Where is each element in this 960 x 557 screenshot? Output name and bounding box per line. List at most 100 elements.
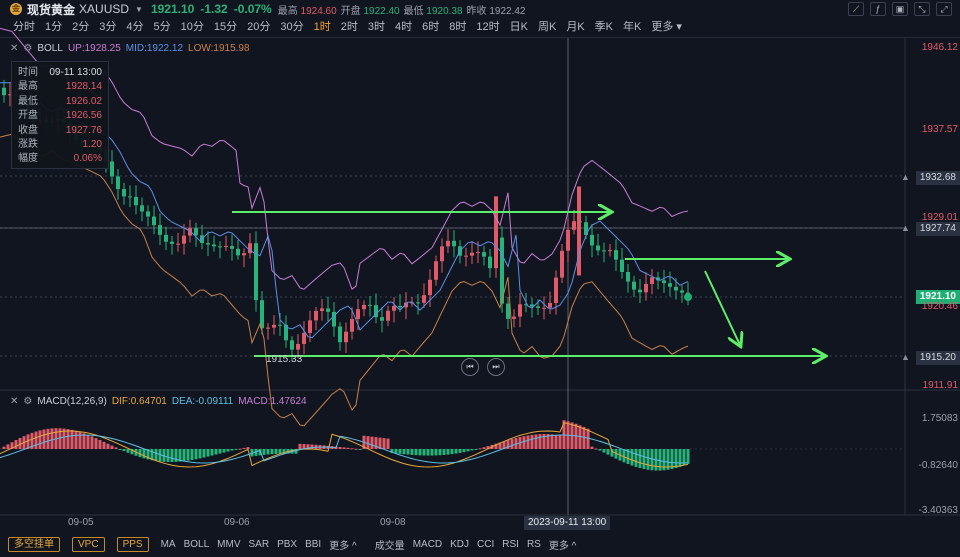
boll-legend: ✕ ⚙ BOLL UP:1928.25 MID:1922.12 LOW:1915…	[10, 41, 250, 55]
sub-indicator-button[interactable]: RS	[526, 538, 541, 550]
symbol-dropdown-icon[interactable]: ▼	[135, 4, 143, 14]
price-chart[interactable]	[0, 0, 960, 517]
sub-indicator-button[interactable]: 成交量	[374, 540, 405, 552]
scroll-start-button[interactable]: ⏮	[461, 358, 479, 376]
candle-body	[182, 235, 186, 244]
period-tab[interactable]: 4时	[395, 21, 413, 33]
macd-axis-2: -0.82640	[918, 460, 958, 471]
axis-price-1: 1946.12	[921, 42, 958, 53]
macd-histogram-bar	[414, 449, 418, 456]
period-tab[interactable]: 更多 ▾	[651, 21, 682, 33]
toolbar-pill-button[interactable]: PPS	[116, 536, 149, 552]
main-indicator-button[interactable]: PBX	[277, 538, 298, 550]
period-tab[interactable]: 30分	[280, 21, 304, 33]
period-tab[interactable]: 年K	[623, 21, 642, 33]
candle-body	[464, 255, 468, 257]
main-indicator-button[interactable]: MMV	[217, 538, 241, 550]
main-indicator-button[interactable]: BBI	[305, 538, 322, 550]
boll-settings-icon[interactable]: ⚙	[23, 42, 33, 54]
macd-histogram-bar	[370, 436, 374, 449]
period-tab[interactable]: 5分	[153, 21, 171, 33]
candle-body	[110, 161, 114, 177]
candle-body	[344, 331, 348, 343]
macd-histogram-bar	[638, 449, 642, 469]
period-tab[interactable]: 分时	[13, 21, 35, 33]
sub-indicator-button[interactable]: KDJ	[450, 538, 470, 550]
macd-histogram-bar	[578, 425, 582, 449]
scroll-end-button[interactable]: ⏭	[487, 358, 505, 376]
period-tab[interactable]: 周K	[537, 21, 557, 33]
main-indicator-button[interactable]: MA	[160, 538, 176, 550]
macd-histogram-bar	[530, 434, 534, 449]
candle-body	[500, 237, 504, 304]
candle-body	[284, 324, 288, 341]
main-indicator-button[interactable]: BOLL	[183, 538, 210, 550]
info-key: 收盘	[18, 124, 38, 136]
candle-body	[566, 229, 570, 251]
period-tab[interactable]: 8时	[449, 21, 467, 33]
macd-histogram-bar	[630, 449, 634, 466]
alert-bell-icon[interactable]: ▲	[901, 172, 910, 182]
macd-histogram-bar	[306, 444, 310, 449]
period-tab[interactable]: 3分	[99, 21, 117, 33]
sub-indicator-button[interactable]: RSI	[502, 538, 519, 550]
period-tab[interactable]: 2时	[340, 21, 358, 33]
macd-histogram-bar	[110, 445, 114, 449]
fullscreen-icon[interactable]: ⤢	[936, 2, 952, 16]
macd-histogram-bar	[546, 434, 550, 449]
candle-body	[176, 243, 180, 245]
period-tab[interactable]: 日K	[509, 21, 528, 33]
settings-icon[interactable]: ▣	[892, 2, 908, 16]
period-tab[interactable]: 3时	[367, 21, 385, 33]
macd-histogram-bar	[218, 449, 222, 454]
macd-histogram-bar	[146, 449, 150, 460]
candle-body	[332, 311, 336, 327]
sub-indicator-button[interactable]: CCI	[477, 538, 495, 550]
period-tab[interactable]: 4分	[126, 21, 144, 33]
alert-bell-icon[interactable]: ▲	[901, 223, 910, 233]
low-marker-label: 1915.33	[266, 354, 303, 365]
period-tab[interactable]: 2分	[72, 21, 90, 33]
macd-histogram-bar	[678, 449, 682, 467]
close-macd-icon[interactable]: ✕	[10, 395, 19, 407]
candle-body	[626, 271, 630, 282]
sub-indicator-button[interactable]: 更多 ^	[548, 540, 577, 552]
period-tab[interactable]: 10分	[180, 21, 204, 33]
divider	[0, 37, 960, 38]
macd-histogram-bar	[422, 449, 426, 456]
macd-value: MACD:1.47624	[238, 395, 307, 407]
period-tab[interactable]: 12时	[476, 21, 500, 33]
period-tab[interactable]: 季K	[594, 21, 613, 33]
candle-body	[680, 290, 684, 293]
period-tab[interactable]: 20分	[247, 21, 271, 33]
magnet-icon[interactable]: ⤡	[914, 2, 930, 16]
candle-body	[206, 243, 210, 245]
candle-body	[290, 340, 294, 350]
sub-indicator-button[interactable]: MACD	[412, 538, 443, 550]
macd-histogram-bar	[502, 441, 506, 449]
macd-histogram-bar	[586, 428, 590, 449]
instrument-name[interactable]: 现货黄金	[27, 2, 76, 17]
macd-histogram-bar	[258, 449, 262, 456]
period-tab[interactable]: 1时	[313, 21, 331, 33]
draw-tool-icon[interactable]: ⟋	[848, 2, 864, 16]
toolbar-pill-button[interactable]: 多空挂单	[8, 536, 60, 552]
close-boll-icon[interactable]: ✕	[10, 42, 19, 54]
instrument-symbol[interactable]: XAUUSD	[79, 2, 130, 16]
macd-settings-icon[interactable]: ⚙	[23, 395, 33, 407]
toolbar-pill-button[interactable]: VPC	[72, 536, 105, 552]
main-indicator-button[interactable]: SAR	[248, 538, 270, 550]
period-tab[interactable]: 15分	[213, 21, 238, 33]
period-tab[interactable]: 1分	[45, 21, 63, 33]
axis-price-2: 1937.57	[921, 124, 958, 135]
alert-bell-icon[interactable]: ▲	[901, 352, 910, 362]
macd-histogram-bar	[622, 449, 626, 463]
period-tab[interactable]: 6时	[422, 21, 440, 33]
current-price-tag: 1921.10	[915, 290, 960, 304]
period-tab[interactable]: 月K	[566, 21, 585, 33]
indicator-icon[interactable]: ƒ	[870, 2, 886, 16]
last-price: 1921.10	[150, 2, 195, 16]
macd-histogram-bar	[374, 437, 378, 449]
main-indicator-button[interactable]: 更多 ^	[329, 540, 357, 552]
macd-histogram-bar	[510, 439, 514, 449]
